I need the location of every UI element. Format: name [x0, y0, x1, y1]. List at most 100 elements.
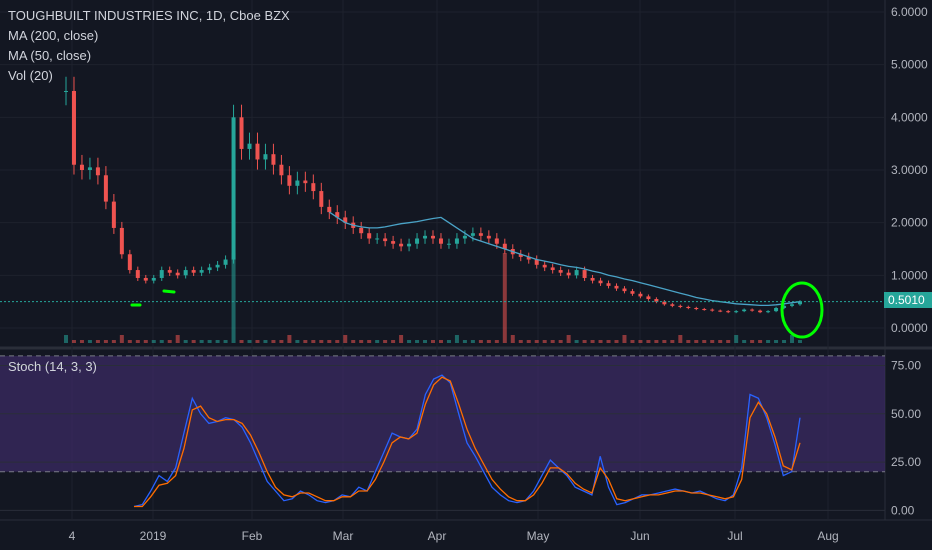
volume-bar	[622, 335, 627, 343]
candle-body	[590, 277, 595, 281]
volume-bar	[287, 335, 292, 343]
candle-body	[750, 309, 755, 311]
time-tick-label[interactable]: 2019	[140, 529, 167, 543]
volume-bar	[438, 340, 443, 343]
candle-body	[431, 235, 435, 239]
volume-bar	[502, 253, 507, 343]
volume-bar	[510, 335, 515, 343]
volume-bar	[151, 340, 156, 343]
price-tick-label: 5.0000	[891, 58, 928, 72]
candle-body	[143, 277, 148, 281]
volume-bar	[215, 340, 220, 343]
volume-bar	[710, 340, 715, 343]
stoch-tick-label: 25.00	[891, 455, 921, 469]
time-tick-label[interactable]: Aug	[817, 529, 838, 543]
candle-body	[255, 143, 260, 160]
volume-bar	[359, 340, 364, 343]
candle-body	[295, 180, 300, 186]
volume-bar	[462, 340, 467, 343]
candle-body	[478, 233, 483, 236]
chart-legend: TOUGHBUILT INDUSTRIES INC, 1D, Cboe BZX …	[8, 6, 290, 86]
time-tick-label[interactable]: Jun	[630, 529, 649, 543]
candle-body	[670, 304, 675, 306]
candle-body	[470, 233, 475, 236]
candle-body	[319, 191, 324, 207]
candle-body	[494, 238, 499, 244]
candle-body	[614, 285, 619, 289]
candle-body	[263, 154, 268, 160]
time-tick-label[interactable]: Apr	[428, 529, 447, 543]
volume-bar	[454, 335, 459, 343]
volume-bar	[542, 340, 547, 343]
candle-body	[135, 270, 140, 278]
volume-bar	[590, 340, 595, 343]
volume-bar	[407, 340, 412, 343]
candle-body	[183, 270, 188, 276]
volume-bar	[598, 340, 603, 343]
candle-body	[215, 264, 220, 268]
candle-body	[343, 217, 348, 223]
volume-bar	[399, 335, 404, 343]
time-tick-label[interactable]: Mar	[333, 529, 354, 543]
volume-bar	[526, 340, 531, 343]
volume-bar	[782, 340, 787, 343]
volume-bar	[207, 340, 212, 343]
candle-body	[399, 243, 404, 247]
volume-bar	[311, 340, 316, 343]
time-tick-label[interactable]: May	[527, 529, 550, 543]
candle-body	[774, 307, 779, 312]
volume-bar	[191, 340, 196, 343]
volume-bar	[375, 340, 380, 343]
candle-body	[247, 143, 252, 149]
volume-bar	[478, 340, 483, 343]
volume-bar	[790, 335, 795, 343]
price-pane	[0, 0, 885, 345]
candle-body	[558, 270, 563, 273]
volume-bar	[247, 340, 252, 343]
time-tick-label[interactable]: Feb	[242, 529, 263, 543]
candle-body	[702, 309, 707, 311]
volume-bar	[263, 340, 268, 343]
volume-bar	[566, 335, 571, 343]
candle-body	[159, 270, 164, 278]
candle-body	[734, 311, 739, 313]
time-tick-label[interactable]: Jul	[727, 529, 742, 543]
volume-bar	[103, 340, 108, 343]
volume-bar	[494, 340, 499, 343]
candle-body	[486, 235, 491, 239]
volume-label: Vol (20)	[8, 68, 53, 83]
volume-bar	[638, 340, 643, 343]
stoch-tick-label: 75.00	[891, 359, 921, 373]
volume-bar	[798, 340, 802, 343]
volume-bar	[518, 340, 523, 343]
candle-body	[287, 175, 292, 186]
volume-bar	[678, 335, 683, 343]
volume-bar	[550, 340, 555, 343]
volume-bar	[558, 340, 563, 343]
volume-bar	[606, 340, 611, 343]
candle-body	[662, 301, 667, 305]
volume-bar	[383, 340, 388, 343]
price-tick-label: 3.0000	[891, 163, 928, 177]
candle-body	[71, 91, 76, 165]
stoch-tick-label: 50.00	[891, 407, 921, 421]
candle-body	[64, 91, 68, 92]
candle-body	[790, 304, 795, 306]
candle-body	[119, 227, 124, 255]
volume-bar	[279, 340, 284, 343]
candle-body	[327, 206, 332, 213]
volume-bar	[335, 340, 340, 343]
candle-body	[95, 167, 100, 176]
candle-body	[438, 238, 443, 244]
candle-body	[630, 291, 635, 294]
stoch-tick-label: 0.00	[891, 503, 915, 517]
volume-bar	[367, 340, 372, 343]
volume-bar	[255, 340, 260, 343]
time-tick-label[interactable]: 4	[69, 529, 76, 543]
candle-body	[502, 243, 507, 249]
volume-bar	[702, 340, 707, 343]
volume-bar	[87, 340, 92, 343]
candle-body	[79, 164, 84, 170]
volume-bar	[534, 340, 539, 343]
